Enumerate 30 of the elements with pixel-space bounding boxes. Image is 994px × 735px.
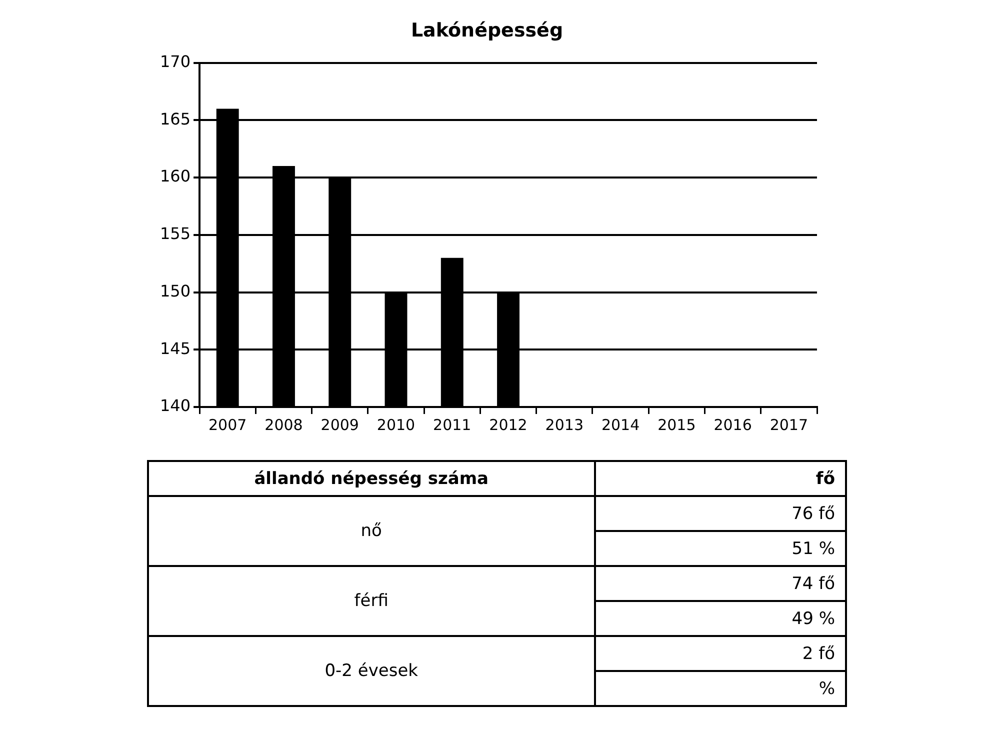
x-tick-label: 2008 <box>264 416 303 434</box>
y-tick-label: 165 <box>160 109 191 128</box>
text: nő <box>148 496 595 566</box>
x-tick-label: 2014 <box>601 416 640 434</box>
x-tick-label: 2015 <box>658 416 696 434</box>
y-tick-label: 160 <box>160 166 191 186</box>
text: 2 fő <box>594 636 846 671</box>
y-tick-label: 155 <box>160 224 191 244</box>
x-tick-label: 2016 <box>714 416 752 434</box>
x-tick-label: 2010 <box>376 416 416 434</box>
x-tick-label: 2017 <box>770 416 808 434</box>
text: 76 fő <box>594 496 846 531</box>
text: férfi <box>148 566 595 636</box>
text: 74 fő <box>594 566 846 601</box>
x-tick-label: 2011 <box>433 416 472 434</box>
x-tick-label: 2012 <box>489 416 528 434</box>
chart-title: Lakónépesség <box>410 19 564 42</box>
y-tick-label: 150 <box>160 281 191 300</box>
text: fő <box>594 461 846 496</box>
y-tick-label: 145 <box>160 338 191 358</box>
x-tick-label: 2009 <box>320 416 359 434</box>
y-tick-label: 140 <box>160 396 191 416</box>
text: 49 % <box>594 601 846 636</box>
text: állandó népesség száma <box>148 461 595 496</box>
x-tick-label: 2007 <box>208 416 247 434</box>
text: 51 % <box>594 531 846 566</box>
text: 0-2 évesek <box>148 636 595 706</box>
text: % <box>594 671 846 706</box>
x-tick-label: 2013 <box>545 416 584 434</box>
y-tick-label: 170 <box>160 52 191 71</box>
